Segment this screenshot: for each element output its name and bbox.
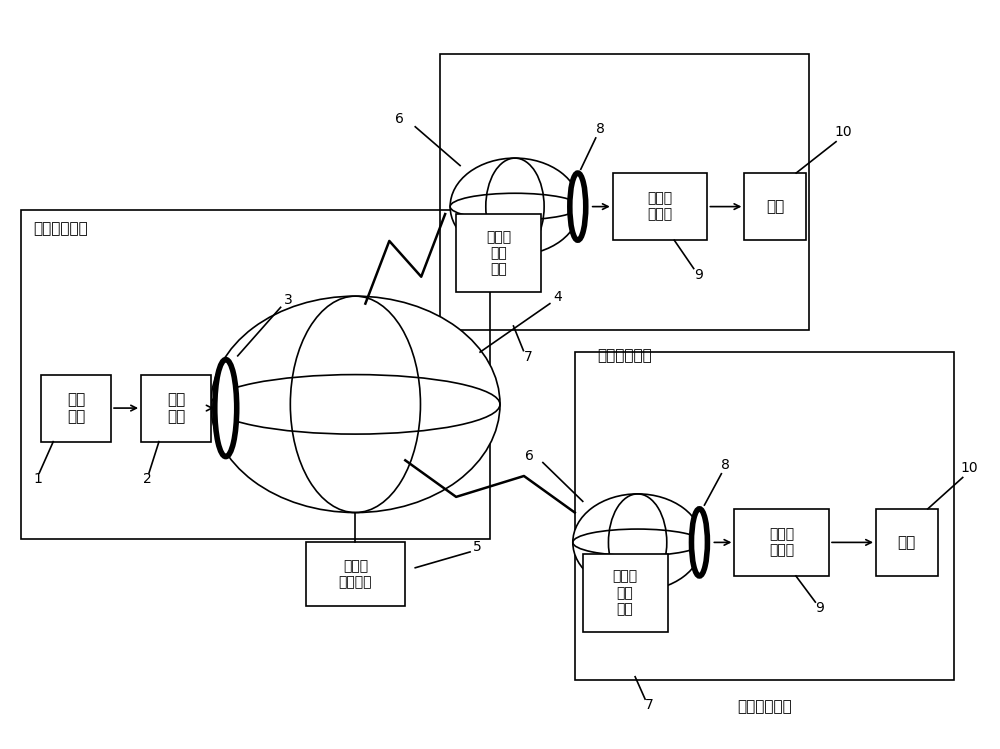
Ellipse shape — [570, 173, 586, 240]
Text: 直流
电源: 直流 电源 — [67, 392, 85, 424]
Text: 发射端
谐振电容: 发射端 谐振电容 — [339, 559, 372, 589]
Text: 9: 9 — [815, 601, 824, 615]
Text: 负载: 负载 — [898, 535, 916, 550]
Text: 8: 8 — [721, 458, 730, 473]
Text: 5: 5 — [473, 539, 482, 554]
Ellipse shape — [215, 360, 237, 457]
Text: 2: 2 — [143, 473, 152, 486]
Text: 6: 6 — [395, 112, 404, 126]
Text: 7: 7 — [645, 698, 654, 712]
Text: 10: 10 — [834, 125, 852, 139]
Text: 能量处
理电路: 能量处 理电路 — [647, 192, 673, 222]
Text: 1: 1 — [33, 472, 42, 485]
Text: 8: 8 — [596, 123, 605, 136]
Text: 能量发射装置: 能量发射装置 — [33, 222, 88, 237]
Text: 7: 7 — [523, 350, 532, 364]
Text: 能量接收装置: 能量接收装置 — [737, 699, 792, 714]
Text: 能量接收装置: 能量接收装置 — [597, 348, 652, 363]
FancyBboxPatch shape — [141, 374, 211, 442]
Text: 10: 10 — [961, 461, 978, 475]
FancyBboxPatch shape — [744, 173, 806, 240]
Text: 3: 3 — [284, 293, 292, 306]
Text: 能量处
理电路: 能量处 理电路 — [769, 527, 794, 557]
FancyBboxPatch shape — [583, 554, 668, 632]
Text: 9: 9 — [694, 268, 703, 282]
Text: 6: 6 — [525, 449, 534, 463]
FancyBboxPatch shape — [306, 542, 405, 606]
Text: 负载: 负载 — [766, 199, 784, 214]
Circle shape — [450, 158, 580, 255]
Circle shape — [573, 494, 702, 591]
FancyBboxPatch shape — [456, 214, 541, 292]
Text: 4: 4 — [553, 291, 562, 304]
FancyBboxPatch shape — [613, 173, 707, 240]
FancyBboxPatch shape — [876, 509, 938, 576]
FancyBboxPatch shape — [734, 509, 829, 576]
Ellipse shape — [691, 509, 707, 576]
Text: 接收端
谐振
电容: 接收端 谐振 电容 — [486, 230, 511, 276]
FancyBboxPatch shape — [41, 374, 111, 442]
Circle shape — [211, 296, 500, 512]
Text: 接收端
谐振
电容: 接收端 谐振 电容 — [613, 569, 638, 616]
Text: 高频
电源: 高频 电源 — [167, 392, 185, 424]
